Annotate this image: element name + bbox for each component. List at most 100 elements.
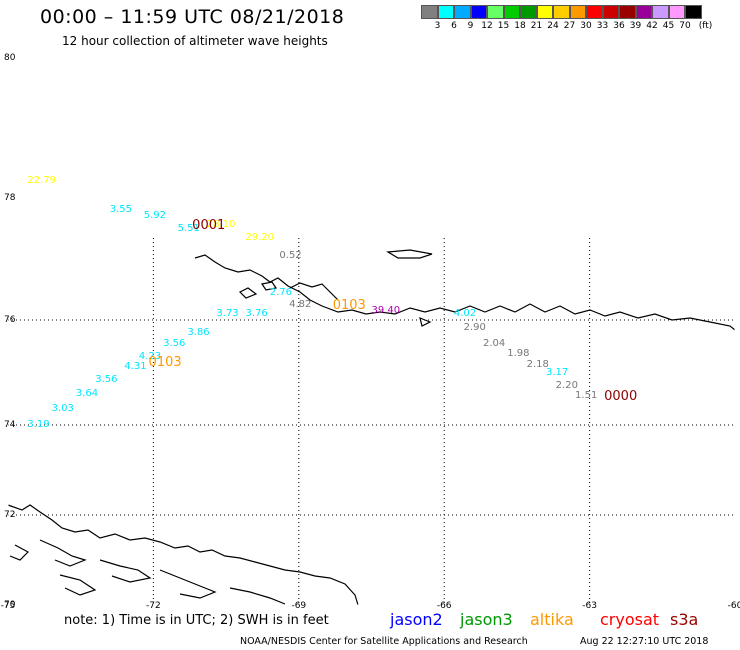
wave-height-value: 2.18 [526, 358, 549, 370]
scale-swatch [536, 5, 553, 19]
scale-tick-label: 6 [451, 21, 457, 31]
latitude-tick-label: 78 [4, 193, 16, 203]
satellite-legend-cryosat: cryosat [600, 610, 660, 629]
wave-height-value: 29.20 [245, 231, 275, 243]
wave-height-value: 4.82 [289, 298, 312, 310]
greenland-inland-edge [289, 282, 339, 301]
satellite-legend-jason2: jason2 [390, 610, 443, 629]
scale-tick-label: 18 [514, 21, 526, 31]
wave-height-value: 0.52 [279, 249, 302, 261]
baffin-inlet-3 [159, 569, 217, 599]
map-subtitle: 12 hour collection of altimeter wave hei… [62, 34, 328, 48]
wave-height-value: 4.02 [453, 307, 477, 319]
scale-unit-label: (ft) [698, 21, 713, 31]
wave-height-value: 3.56 [95, 374, 118, 386]
coastline [7, 249, 736, 606]
scale-swatch [635, 5, 652, 19]
baffin-inlet-1 [39, 539, 87, 567]
credit-text: NOAA/NESDIS Center for Satellite Applica… [240, 636, 528, 647]
generation-timestamp: Aug 22 12:27:10 UTC 2018 [580, 636, 709, 647]
scale-swatch [586, 5, 603, 19]
scale-swatch [602, 5, 619, 19]
map-frame [7, 57, 736, 606]
scale-tick-label: 27 [563, 21, 576, 31]
longitude-tick-label: -66 [436, 601, 452, 611]
baffin-inlet-4 [229, 587, 286, 605]
scale-tick-label: 42 [646, 21, 658, 31]
pass-time-label: 0001 [192, 218, 226, 234]
wave-height-color-scale [421, 5, 702, 19]
scale-tick-label: 3 [434, 21, 441, 31]
pass-time-label: 0103 [332, 297, 366, 313]
wave-height-value: 4.31 [124, 361, 147, 373]
scale-swatch [454, 5, 471, 19]
scale-tick-label: 15 [497, 21, 510, 31]
scale-tick-label: 33 [596, 21, 609, 31]
latitude-tick-label: 74 [4, 420, 16, 430]
wave-height-value: 3.03 [51, 403, 74, 415]
scale-swatch [569, 5, 586, 19]
wave-height-value: 3.73 [216, 307, 239, 319]
coast-island-1 [238, 287, 258, 299]
wave-height-value: 3.56 [163, 337, 186, 349]
baffin-inlet-6 [59, 574, 97, 596]
wave-height-value: 1.51 [575, 390, 598, 402]
wave-height-value: 3.55 [109, 204, 133, 216]
footer-note: note: 1) Time is in UTC; 2) SWH is in fe… [64, 613, 329, 628]
wave-height-value: 2.90 [463, 321, 486, 333]
scale-swatch [685, 5, 702, 19]
scale-swatch [553, 5, 570, 19]
scale-swatch [520, 5, 537, 19]
scale-swatch [487, 5, 504, 19]
wave-height-value: 3.64 [75, 387, 99, 399]
satellite-legend-jason3: jason3 [460, 610, 513, 629]
wave-height-value: 2.20 [555, 379, 578, 391]
map-title: 00:00 – 11:59 UTC 08/21/2018 [40, 6, 345, 28]
wave-height-value: 28.10 [206, 219, 236, 231]
frame-rect [7, 57, 736, 606]
scale-tick-label: 45 [662, 21, 675, 31]
longitude-tick-label: -63 [582, 601, 597, 611]
satellite-legend-altika: altika [530, 610, 574, 629]
baffin-inlet-2 [99, 559, 152, 583]
baffin-coast [7, 504, 359, 606]
coast-island-3 [386, 249, 433, 259]
latitude-tick-label: 76 [4, 315, 16, 325]
coast-island-4 [419, 317, 432, 327]
scale-tick-label: 70 [679, 21, 691, 31]
wave-height-value: 3.19 [27, 419, 50, 430]
scale-swatch [470, 5, 487, 19]
scale-swatch [437, 5, 454, 19]
wave-height-value: 5.51 [177, 222, 200, 234]
scale-tick-label: 24 [547, 21, 559, 31]
wave-height-value: 22.79 [27, 174, 57, 186]
baffin-inlet-5 [9, 544, 29, 561]
pass-time-label: 0103 [148, 355, 182, 370]
coast-island-2 [261, 281, 277, 291]
satellite-legend-s3a: s3a [670, 610, 699, 629]
map-gridlines [8, 238, 735, 605]
wave-height-value: 3.76 [245, 307, 268, 319]
longitude-tick-label: -60 [727, 601, 740, 611]
pass-time-label: 0000 [604, 389, 638, 405]
longitude-tick-label: -75 [0, 601, 16, 611]
longitude-tick-label: -72 [146, 601, 161, 611]
scale-swatch [652, 5, 669, 19]
scale-swatch [503, 5, 520, 19]
scale-swatch [668, 5, 685, 19]
longitude-tick-label: -69 [291, 601, 307, 611]
greenland-coast-north [194, 254, 736, 331]
scale-tick-label: 9 [467, 21, 474, 31]
wave-height-value: 2.04 [482, 337, 506, 349]
scale-tick-label: 21 [530, 21, 543, 31]
scale-tick-label: 36 [613, 21, 625, 31]
wave-height-value: 3.86 [187, 327, 210, 339]
color-scale-labels: 3 6 9 12 15 18 21 24 27 30 33 36 39 42 45 70 (ft) [421, 21, 740, 33]
scale-tick-label: 12 [481, 21, 493, 31]
wave-height-value: 1.98 [507, 348, 530, 360]
map-canvas [7, 57, 736, 606]
wave-height-value: 5.92 [143, 210, 166, 222]
wave-height-value: 3.17 [545, 366, 569, 378]
scale-tick-label: 30 [580, 21, 592, 31]
wave-height-value: 4.23 [138, 350, 162, 362]
